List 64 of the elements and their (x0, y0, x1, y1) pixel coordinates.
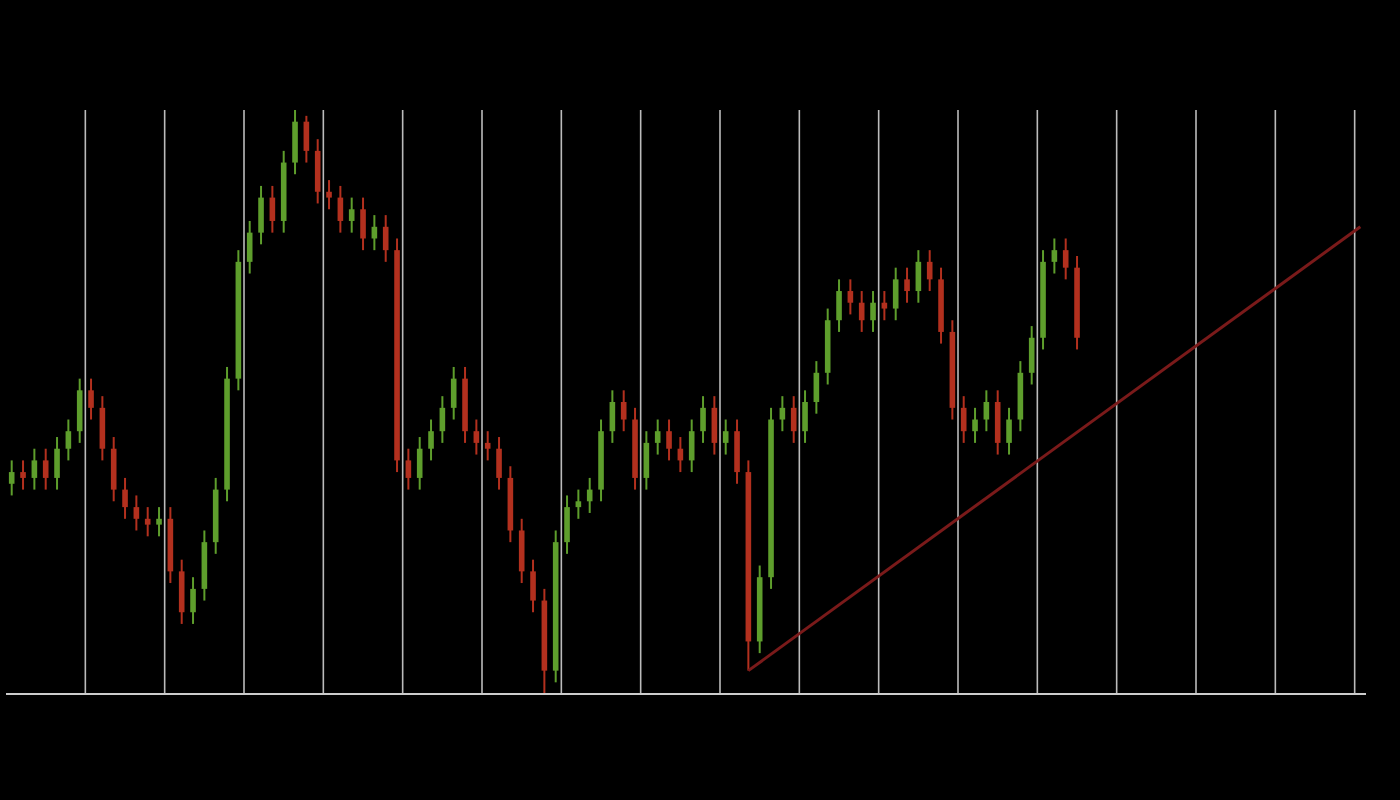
candlestick (1006, 406, 1012, 456)
candlestick (1051, 237, 1058, 275)
candlestick (122, 476, 128, 520)
candlestick (314, 138, 321, 205)
candlestick (881, 290, 888, 322)
candlestick (31, 447, 38, 491)
candlestick (530, 558, 536, 614)
candlestick (258, 184, 264, 246)
candlestick (892, 266, 899, 322)
candlestick (1028, 325, 1035, 386)
candlestick (156, 506, 162, 538)
candlestick (178, 558, 185, 625)
candlestick (858, 290, 865, 333)
candlestick (802, 389, 808, 444)
candlestick (110, 436, 117, 503)
candlestick (20, 459, 26, 491)
candlestick (201, 529, 208, 602)
candlestick (904, 266, 910, 304)
candlestick (326, 179, 332, 211)
candlestick (133, 494, 140, 532)
candlestick (292, 110, 298, 176)
candlestick (700, 395, 706, 444)
candlestick (99, 395, 106, 462)
candlestick (416, 436, 423, 491)
candlestick (144, 506, 151, 538)
candlestick (65, 418, 72, 462)
candlestick (972, 406, 978, 444)
candlestick (620, 389, 627, 433)
candlestick (960, 395, 967, 444)
candlestick (836, 278, 842, 333)
candlestick (666, 418, 672, 462)
candlestick (473, 418, 480, 456)
candlestick (405, 447, 412, 491)
candlestick (382, 214, 389, 263)
candlestick (54, 436, 60, 491)
candlestick (190, 576, 196, 625)
candlestick (870, 290, 876, 333)
candlestick (564, 494, 570, 555)
candlestick (246, 219, 253, 275)
candlestick (428, 418, 434, 462)
candlestick (722, 418, 729, 456)
candlestick (348, 196, 355, 234)
candlestick (983, 389, 990, 433)
candlestick (779, 395, 786, 433)
candlestick (586, 476, 593, 514)
candlestick (994, 389, 1001, 456)
candlestick (654, 418, 661, 456)
candlestick (734, 418, 740, 485)
candlestick (360, 196, 366, 252)
candlestick (76, 377, 83, 444)
candlestick (847, 278, 854, 316)
candlestick (1017, 360, 1024, 433)
candlestick (88, 377, 94, 421)
candlestick (450, 365, 457, 421)
candlestick (496, 436, 502, 491)
candlestick (790, 395, 797, 444)
candlestick (518, 517, 525, 585)
candlestick (1062, 237, 1069, 281)
candlestick (688, 418, 695, 474)
candlestick (8, 459, 15, 497)
candlestick (42, 447, 49, 491)
candlestick (926, 249, 933, 293)
candlestick (484, 430, 491, 462)
candlestick (575, 488, 582, 520)
